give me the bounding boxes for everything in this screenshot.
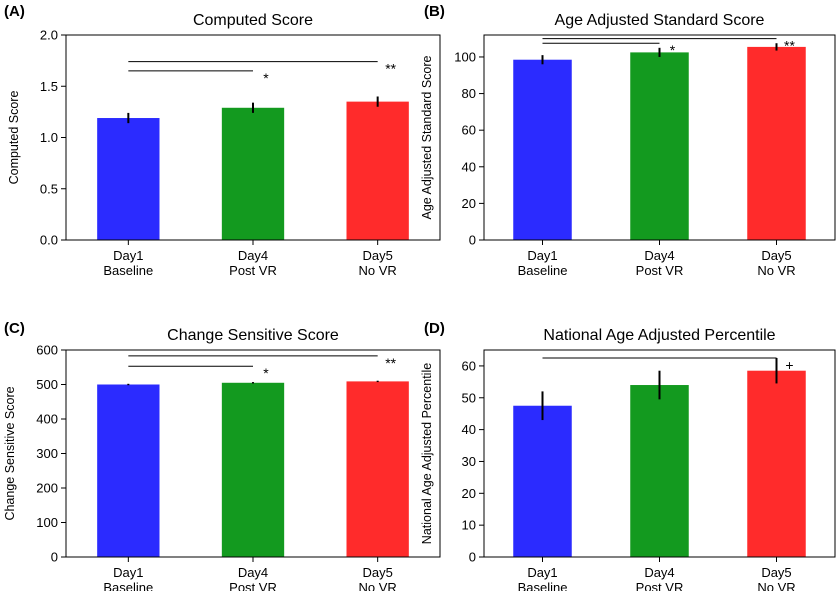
x-tick-sublabel: Post VR [229, 580, 277, 591]
panel-letter: (A) [4, 3, 25, 20]
y-tick-label: 60 [462, 123, 476, 138]
x-tick-label: Day4 [644, 248, 674, 263]
y-tick-label: 2.0 [40, 28, 58, 43]
y-axis-label: National Age Adjusted Percentile [420, 363, 434, 544]
y-tick-label: 40 [462, 159, 476, 174]
panel-b: (B) Age Adjusted Standard Score Age Adjust… [420, 3, 836, 278]
chart-title: Computed Score [193, 12, 313, 29]
x-tick-label: Day4 [238, 565, 268, 580]
y-tick-label: 200 [36, 481, 58, 496]
x-tick-sublabel: Post VR [229, 263, 277, 278]
bar [221, 382, 285, 557]
significance-marker: * [263, 70, 269, 86]
bar [513, 405, 572, 557]
y-axis-label: Change Sensitive Score [3, 386, 17, 520]
bar [630, 52, 689, 240]
y-tick-label: 0.5 [40, 181, 58, 196]
y-tick-label: 0 [469, 550, 476, 565]
y-tick-label: 0.0 [40, 233, 58, 248]
y-tick-label: 400 [36, 412, 58, 427]
y-tick-label: 40 [462, 422, 476, 437]
x-tick-label: Day5 [362, 565, 392, 580]
bar [747, 46, 806, 240]
bar [513, 59, 572, 240]
y-tick-label: 1.5 [40, 79, 58, 94]
y-tick-label: 100 [454, 49, 476, 64]
y-tick-label: 20 [462, 486, 476, 501]
x-tick-sublabel: Baseline [103, 263, 153, 278]
y-tick-label: 1.0 [40, 130, 58, 145]
x-tick-label: Day4 [238, 248, 268, 263]
panel-d: (D) National Age Adjusted Percentile Natio… [420, 320, 836, 591]
significance-marker: + [785, 357, 793, 373]
x-tick-sublabel: Post VR [636, 580, 684, 591]
x-tick-label: Day5 [761, 565, 791, 580]
y-tick-label: 80 [462, 86, 476, 101]
x-tick-sublabel: No VR [359, 580, 397, 591]
y-tick-label: 600 [36, 343, 58, 358]
y-tick-label: 0 [51, 550, 58, 565]
significance-marker: ** [385, 355, 396, 371]
x-tick-label: Day1 [527, 565, 557, 580]
bar [221, 107, 285, 241]
bar [346, 101, 409, 240]
x-tick-sublabel: No VR [359, 263, 397, 278]
y-tick-label: 30 [462, 454, 476, 469]
y-axis-label: Age Adjusted Standard Score [420, 55, 434, 219]
bar [630, 385, 689, 557]
chart-title: Change Sensitive Score [167, 327, 339, 344]
chart-title: National Age Adjusted Percentile [543, 327, 775, 344]
x-tick-label: Day5 [362, 248, 392, 263]
x-tick-sublabel: No VR [757, 580, 795, 591]
significance-marker: * [263, 365, 269, 381]
x-tick-label: Day1 [113, 565, 143, 580]
x-tick-sublabel: Baseline [518, 263, 568, 278]
x-tick-sublabel: Baseline [518, 580, 568, 591]
panel-letter: (C) [4, 320, 25, 337]
y-tick-label: 300 [36, 446, 58, 461]
x-tick-sublabel: No VR [757, 263, 795, 278]
chart-title: Age Adjusted Standard Score [555, 12, 765, 29]
y-tick-label: 60 [462, 358, 476, 373]
bar [747, 370, 806, 557]
y-tick-label: 50 [462, 390, 476, 405]
panel-c: (C) Change Sensitive Score Change Sensitiv… [3, 320, 441, 591]
significance-marker: ** [385, 61, 396, 77]
x-tick-label: Day1 [113, 248, 143, 263]
x-tick-sublabel: Baseline [103, 580, 153, 591]
y-tick-label: 500 [36, 377, 58, 392]
y-tick-label: 0 [469, 233, 476, 248]
panel-letter: (D) [424, 320, 445, 337]
significance-marker: * [670, 42, 676, 58]
bar [346, 381, 409, 557]
y-tick-label: 10 [462, 518, 476, 533]
y-tick-label: 100 [36, 515, 58, 530]
bar [97, 384, 160, 557]
x-tick-label: Day5 [761, 248, 791, 263]
x-tick-sublabel: Post VR [636, 263, 684, 278]
bar [97, 118, 160, 240]
panel-a: (A) Computed Score Computed Score 0.0 0.5 1.0… [4, 3, 441, 278]
panel-letter: (B) [424, 3, 445, 20]
significance-marker: ** [784, 38, 795, 54]
x-tick-label: Day1 [527, 248, 557, 263]
x-tick-label: Day4 [644, 565, 674, 580]
y-axis-label: Computed Score [7, 91, 21, 185]
y-tick-label: 20 [462, 196, 476, 211]
